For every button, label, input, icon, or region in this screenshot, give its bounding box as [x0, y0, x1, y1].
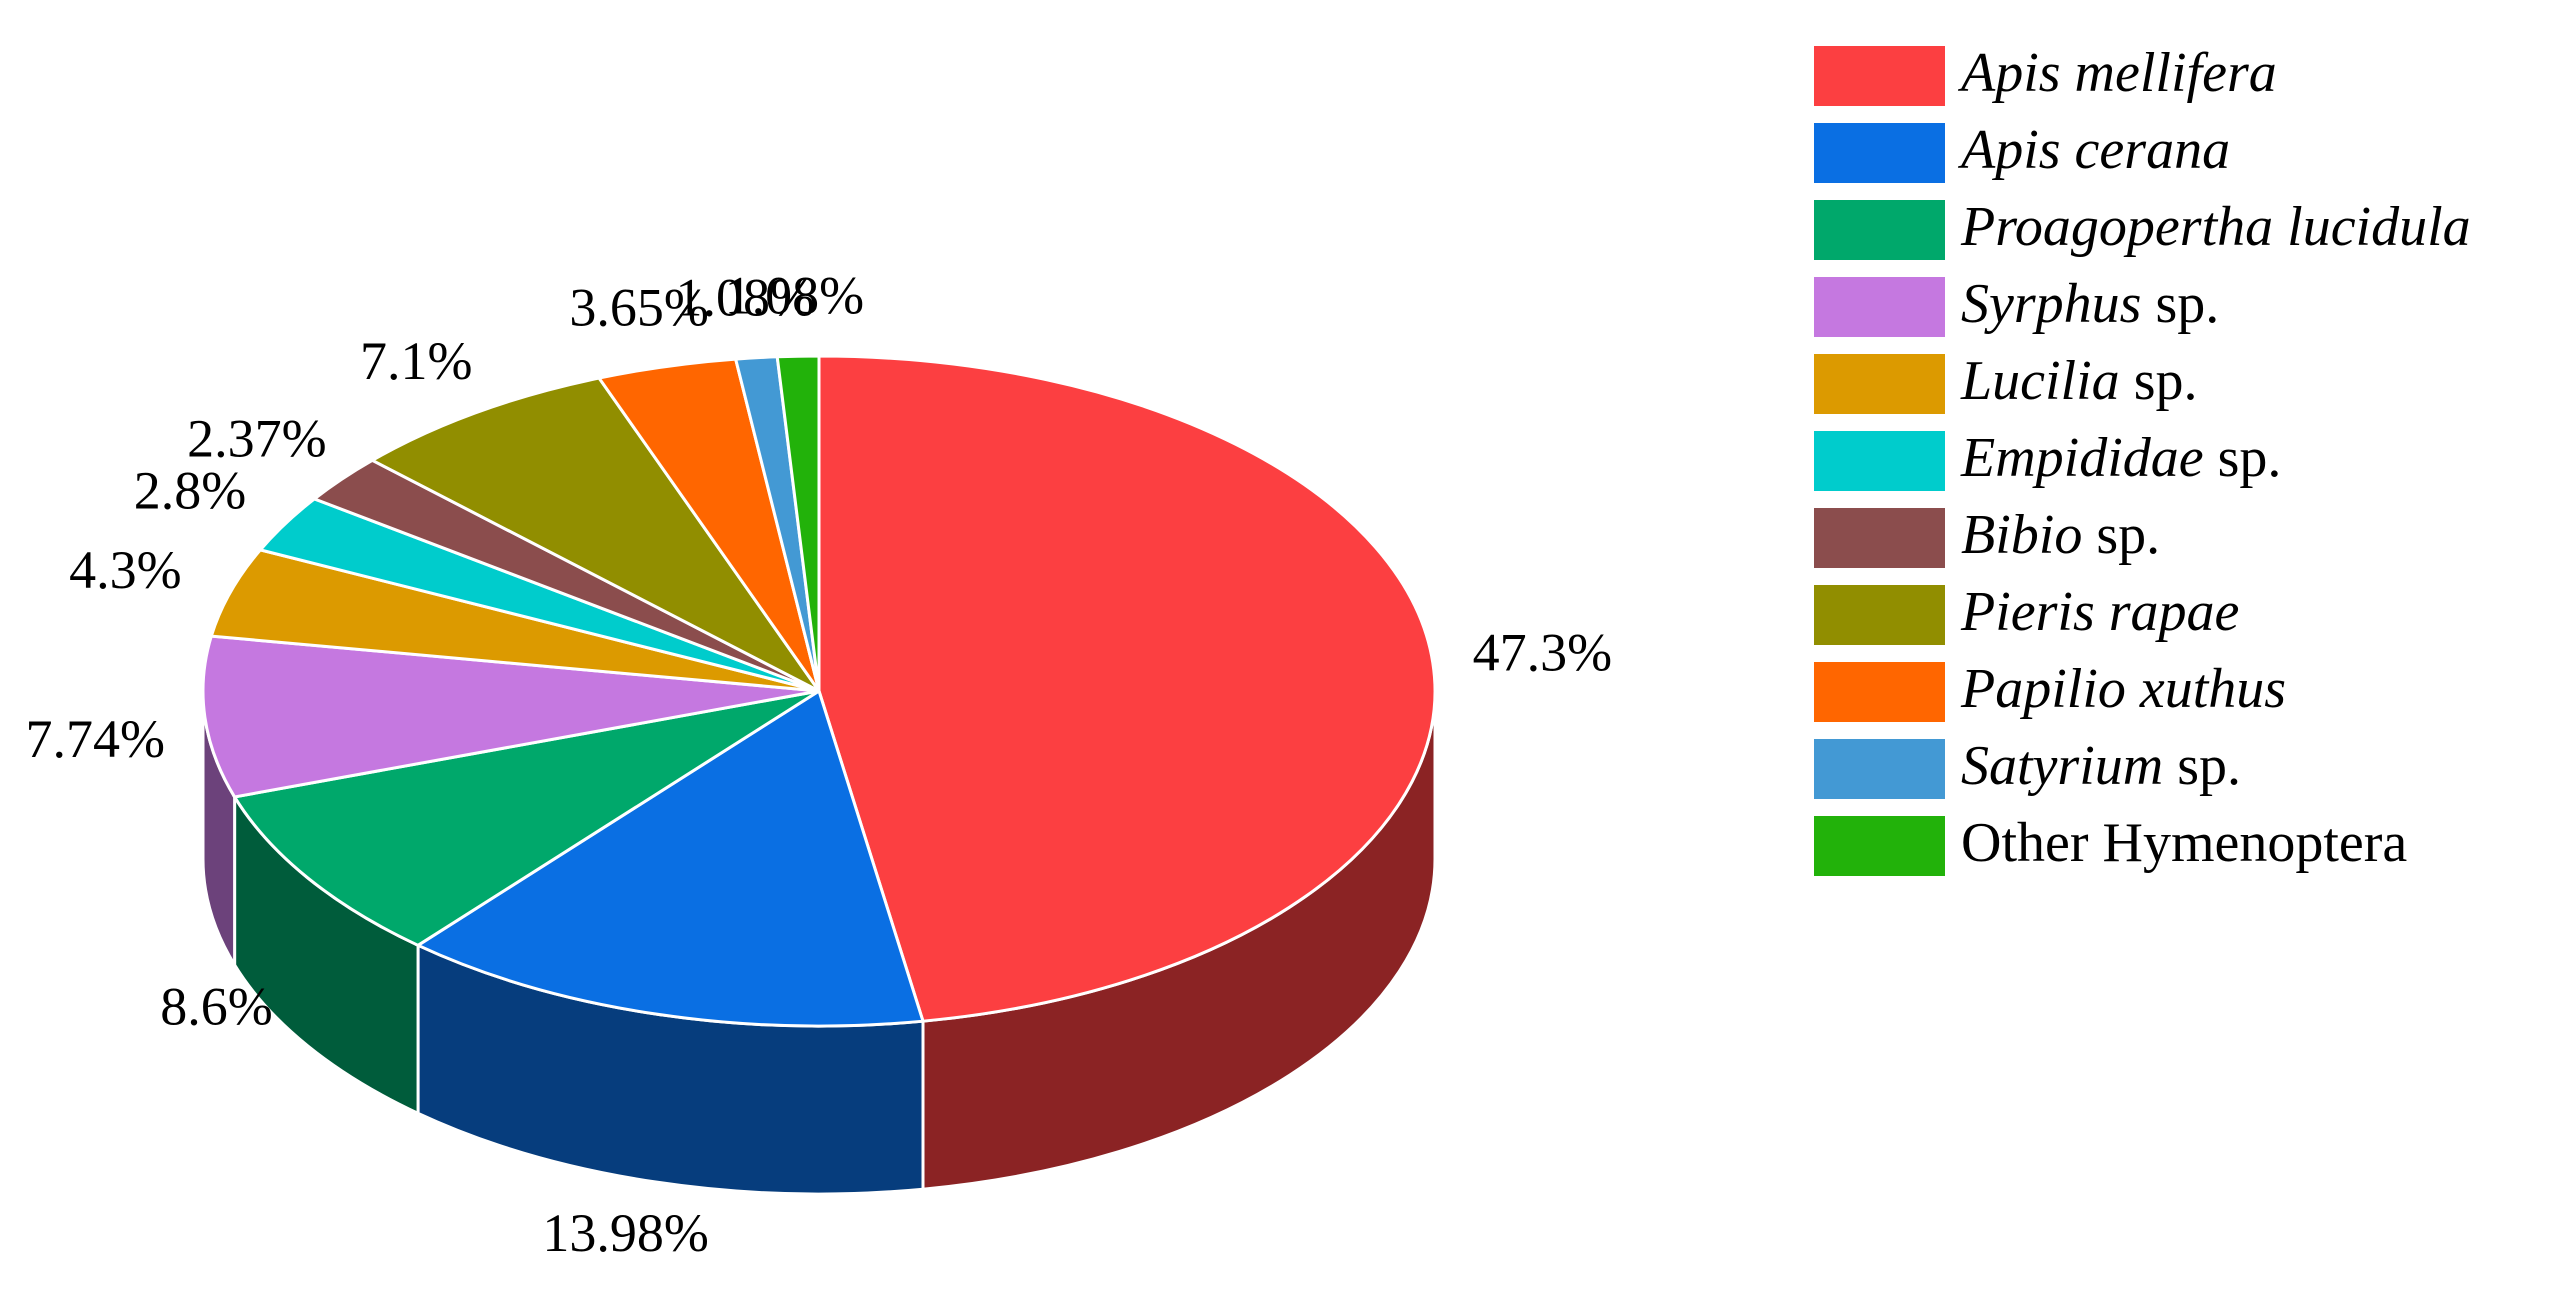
legend-label: Pieris rapae	[1960, 581, 2239, 643]
legend-label-italic: Pieris rapae	[1960, 581, 2239, 643]
legend-label-italic: Apis cerana	[1957, 119, 2230, 181]
legend-label: Syrphus sp.	[1961, 273, 2219, 335]
legend-label: Satyrium sp.	[1961, 735, 2241, 797]
data-label: 47.3%	[1473, 622, 1612, 682]
data-label: 1.08%	[675, 267, 814, 327]
legend-label-italic: Proagopertha lucidula	[1960, 196, 2471, 258]
legend-swatch	[1814, 508, 1945, 568]
legend-label: Bibio sp.	[1961, 504, 2160, 566]
legend-label: Apis mellifera	[1957, 42, 2277, 104]
legend-label-roman: Other Hymenoptera	[1961, 812, 2407, 874]
legend-swatch	[1814, 585, 1945, 645]
legend-label-italic: Lucilia	[1960, 350, 2120, 412]
legend-swatch	[1814, 200, 1945, 260]
data-label: 13.98%	[542, 1203, 708, 1263]
legend-label-italic: Empididae	[1960, 427, 2204, 489]
data-label: 1.08%	[725, 266, 864, 326]
legend-label-roman: sp.	[2155, 273, 2219, 335]
slice	[775, 354, 821, 692]
legend-label: Papilio xuthus	[1960, 658, 2286, 720]
slice	[209, 548, 820, 693]
data-label: 4.3%	[69, 540, 181, 600]
slice	[817, 354, 1437, 1023]
data-label: 3.65%	[569, 278, 708, 338]
legend-label-italic: Apis mellifera	[1957, 42, 2277, 104]
slice-sides	[201, 690, 1437, 1196]
data-label: 8.6%	[160, 977, 272, 1037]
legend-swatch	[1814, 277, 1945, 337]
slice	[369, 376, 821, 693]
slice	[414, 688, 925, 1028]
legend-label-italic: Syrphus	[1961, 273, 2141, 335]
legend-swatch	[1814, 354, 1945, 414]
legend-swatch	[1814, 431, 1945, 491]
slice	[201, 634, 820, 799]
slice	[232, 689, 820, 948]
legend-label: Empididae sp.	[1960, 427, 2281, 489]
data-label: 2.37%	[187, 409, 326, 469]
legend-label-roman: sp.	[2218, 427, 2282, 489]
legend-label: Proagopertha lucidula	[1960, 196, 2471, 258]
legend-label: Lucilia sp.	[1960, 350, 2197, 412]
legend-label-italic: Satyrium	[1961, 735, 2163, 797]
legend-label-italic: Bibio	[1961, 504, 2082, 566]
legend-label-roman: sp.	[2177, 735, 2241, 797]
legend-label-roman: sp.	[2134, 350, 2198, 412]
legend-label: Other Hymenoptera	[1961, 812, 2407, 874]
legend-swatch	[1814, 46, 1945, 106]
legend-swatch	[1814, 123, 1945, 183]
data-label: 2.8%	[134, 461, 246, 521]
legend-swatch	[1814, 816, 1945, 876]
data-label: 7.1%	[360, 331, 472, 391]
data-label: 7.74%	[25, 709, 164, 769]
legend-label: Apis cerana	[1957, 119, 2230, 181]
legend-swatch	[1814, 662, 1945, 722]
legend-label-italic: Papilio xuthus	[1960, 658, 2286, 720]
legend-label-roman: sp.	[2096, 504, 2160, 566]
legend-swatch	[1814, 739, 1945, 799]
